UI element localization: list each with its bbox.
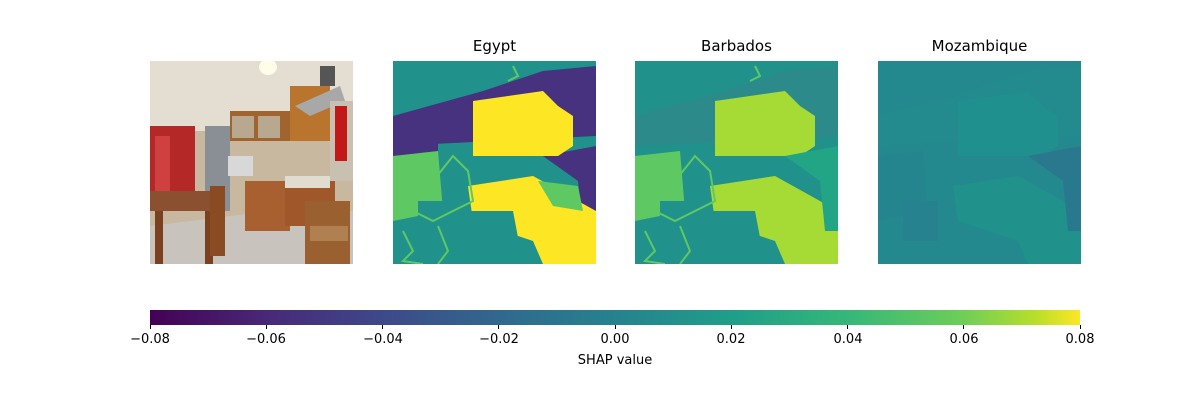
shap-map-egypt — [393, 61, 596, 264]
panel-title-barbados: Barbados — [701, 37, 772, 55]
colorbar-tick-mark — [266, 325, 267, 329]
panel-title-mozambique: Mozambique — [931, 37, 1028, 55]
colorbar-tick-mark — [150, 325, 151, 329]
colorbar-tick-label: 0.04 — [833, 332, 863, 347]
colorbar-tick-label: 0.00 — [600, 332, 630, 347]
panel-title-egypt: Egypt — [472, 37, 517, 55]
colorbar-tick-mark — [615, 325, 616, 329]
colorbar-tick-label: −0.02 — [479, 332, 519, 347]
colorbar-tick-mark — [1080, 325, 1081, 329]
colorbar-tick-mark — [382, 325, 383, 329]
colorbar-tick-label: 0.08 — [1065, 332, 1095, 347]
colorbar-tick-label: 0.06 — [949, 332, 979, 347]
colorbar-tick-mark — [963, 325, 964, 329]
shap-map-mozambique — [878, 61, 1081, 264]
colorbar-tick-label: 0.02 — [716, 332, 746, 347]
colorbar-label: SHAP value — [577, 353, 653, 368]
kitchen-photo — [150, 61, 353, 264]
colorbar-tick-label: −0.04 — [363, 332, 403, 347]
colorbar — [150, 310, 1080, 325]
colorbar-tick-mark — [731, 325, 732, 329]
colorbar-tick-label: −0.06 — [246, 332, 286, 347]
shap-map-barbados — [635, 61, 838, 264]
colorbar-tick-label: −0.08 — [130, 332, 170, 347]
colorbar-tick-mark — [847, 325, 848, 329]
colorbar-tick-mark — [498, 325, 499, 329]
